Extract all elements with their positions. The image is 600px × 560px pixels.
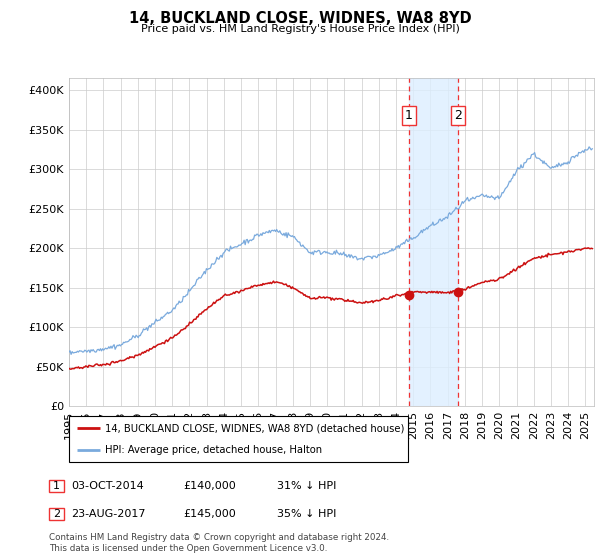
Text: £140,000: £140,000 — [183, 481, 236, 491]
Text: £145,000: £145,000 — [183, 509, 236, 519]
FancyBboxPatch shape — [69, 416, 408, 462]
Text: 14, BUCKLAND CLOSE, WIDNES, WA8 8YD (detached house): 14, BUCKLAND CLOSE, WIDNES, WA8 8YD (det… — [104, 423, 404, 433]
Text: 2: 2 — [53, 509, 60, 519]
Text: 14, BUCKLAND CLOSE, WIDNES, WA8 8YD: 14, BUCKLAND CLOSE, WIDNES, WA8 8YD — [128, 11, 472, 26]
Text: 23-AUG-2017: 23-AUG-2017 — [71, 509, 145, 519]
Text: 1: 1 — [405, 109, 413, 122]
Text: Price paid vs. HM Land Registry's House Price Index (HPI): Price paid vs. HM Land Registry's House … — [140, 24, 460, 34]
Text: 31% ↓ HPI: 31% ↓ HPI — [277, 481, 337, 491]
Bar — [409, 78, 458, 406]
FancyBboxPatch shape — [49, 508, 64, 520]
Text: Contains HM Land Registry data © Crown copyright and database right 2024.
This d: Contains HM Land Registry data © Crown c… — [49, 533, 389, 553]
Text: 2: 2 — [454, 109, 462, 122]
Text: 1: 1 — [53, 481, 60, 491]
Text: 03-OCT-2014: 03-OCT-2014 — [71, 481, 143, 491]
Text: HPI: Average price, detached house, Halton: HPI: Average price, detached house, Halt… — [104, 445, 322, 455]
Text: 35% ↓ HPI: 35% ↓ HPI — [277, 509, 337, 519]
FancyBboxPatch shape — [49, 480, 64, 492]
